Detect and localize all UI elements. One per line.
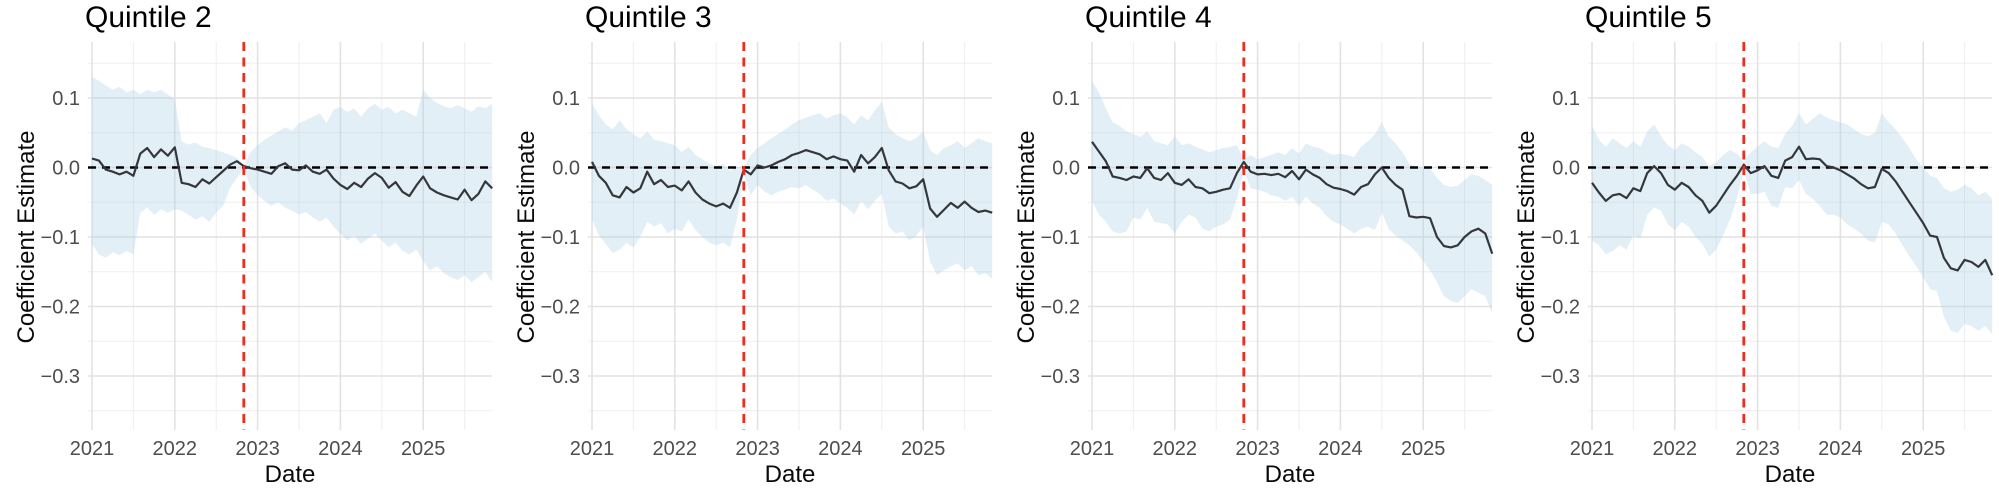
- panel-title: Quintile 3: [585, 1, 712, 34]
- y-tick-label: 0.0: [1052, 158, 1080, 180]
- x-tick-label: 2022: [1653, 438, 1698, 460]
- y-tick-label: −0.2: [1541, 297, 1580, 319]
- x-tick-label: 2025: [401, 438, 446, 460]
- y-tick-label: −0.2: [1041, 297, 1080, 319]
- panel-quintile-3: Quintile 3 Coefficient Estimate 0.1 0.0 −0…: [500, 0, 1000, 500]
- panel-quintile-4: Quintile 4 Coefficient Estimate 0.1 0.0 −0…: [1000, 0, 1500, 500]
- estimate-line: [1091, 141, 1494, 255]
- y-tick-label: 0.0: [552, 158, 580, 180]
- panel-title: Quintile 5: [1585, 1, 1712, 34]
- x-tick-label: 2021: [1070, 438, 1115, 460]
- panel-quintile-2: Quintile 2 Coefficient Estimate 0.1 0.0 −0…: [0, 0, 500, 500]
- y-tick-label: −0.1: [41, 227, 80, 249]
- x-tick-label: 2024: [1318, 438, 1363, 460]
- plot-area-quintile-3: 0.1 0.0 −0.1 −0.2 −0.3 2021 2022 2023 2024 2025: [541, 42, 993, 460]
- plot-area-quintile-5: 0.1 0.0 −0.1 −0.2 −0.3 2021 2022 2023 2024 2025: [1541, 42, 1994, 460]
- x-tick-label: 2025: [1401, 438, 1446, 460]
- estimate-line: [591, 146, 993, 218]
- y-tick-label: −0.3: [1541, 366, 1580, 388]
- confidence-ribbon: [1592, 113, 1993, 335]
- y-tick-label: 0.1: [552, 88, 580, 110]
- plot-area-quintile-2: 0.1 0.0 −0.1 −0.2 −0.3 2021 2022 2023 2024 2025: [41, 42, 493, 460]
- x-tick-label: 2024: [1818, 438, 1863, 460]
- y-tick-label: 0.1: [1052, 88, 1080, 110]
- y-tick-label: 0.0: [52, 158, 80, 180]
- panel-title: Quintile 2: [85, 1, 212, 34]
- estimate-line: [1591, 145, 1994, 276]
- confidence-ribbon: [1092, 80, 1493, 314]
- x-tick-label: 2021: [1570, 438, 1615, 460]
- x-tick-label: 2022: [153, 438, 198, 460]
- x-tick-label: 2022: [653, 438, 698, 460]
- plot-area-quintile-4: 0.1 0.0 −0.1 −0.2 −0.3 2021 2022 2023 2024 2025: [1041, 42, 1494, 460]
- x-tick-label: 2025: [901, 438, 946, 460]
- y-tick-label: −0.3: [41, 366, 80, 388]
- x-axis-title: Date: [1764, 461, 1816, 488]
- y-tick-label: −0.1: [541, 227, 580, 249]
- estimate-line: [91, 146, 493, 202]
- x-tick-label: 2023: [735, 438, 780, 460]
- x-tick-label: 2021: [570, 438, 615, 460]
- x-tick-label: 2023: [1735, 438, 1780, 460]
- y-tick-label: 0.1: [52, 88, 80, 110]
- y-tick-label: −0.2: [41, 297, 80, 319]
- y-tick-label: −0.3: [1041, 366, 1080, 388]
- x-tick-label: 2023: [235, 438, 280, 460]
- x-tick-label: 2024: [318, 438, 363, 460]
- x-tick-label: 2023: [1235, 438, 1280, 460]
- x-axis-title: Date: [764, 461, 816, 488]
- x-tick-label: 2025: [1901, 438, 1946, 460]
- x-tick-label: 2021: [70, 438, 115, 460]
- y-tick-label: −0.1: [1041, 227, 1080, 249]
- panel-title: Quintile 4: [1085, 1, 1212, 34]
- panel-quintile-5: Quintile 5 Coefficient Estimate 0.1 0.0 −0…: [1500, 0, 1999, 500]
- x-axis-title: Date: [264, 461, 316, 488]
- y-tick-label: −0.1: [1541, 227, 1580, 249]
- y-tick-label: 0.1: [1552, 88, 1580, 110]
- y-tick-label: −0.3: [541, 366, 580, 388]
- x-axis-title: Date: [1264, 461, 1316, 488]
- y-tick-label: −0.2: [541, 297, 580, 319]
- x-tick-label: 2024: [818, 438, 863, 460]
- confidence-ribbon: [592, 101, 993, 279]
- y-tick-label: 0.0: [1552, 158, 1580, 180]
- confidence-ribbon: [92, 77, 493, 283]
- x-tick-label: 2022: [1153, 438, 1198, 460]
